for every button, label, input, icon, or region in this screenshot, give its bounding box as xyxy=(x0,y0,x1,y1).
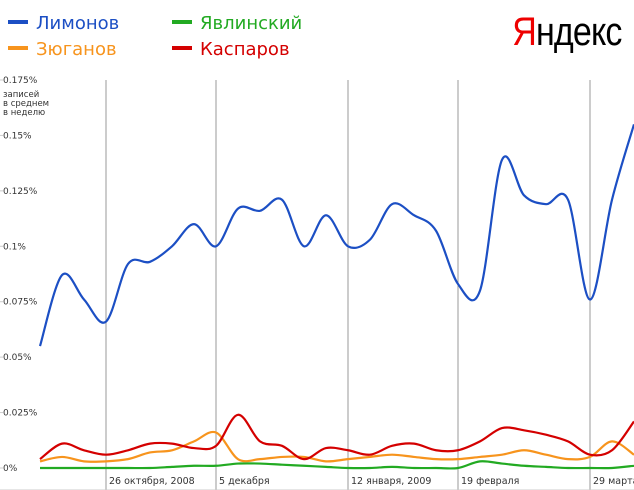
x-tick-label: 12 января, 2009 xyxy=(351,476,431,487)
y-tick-label: 0.05% xyxy=(3,353,32,363)
y-tick-label: 0.125% xyxy=(3,187,38,197)
y-tick-label: 0.175% xyxy=(3,76,38,86)
y-tick-label: 0.1% xyxy=(3,242,26,252)
x-tick-label: 5 декабря xyxy=(219,476,270,487)
series-line xyxy=(39,413,634,461)
y-axis-label: в среднем xyxy=(3,99,49,109)
x-tick-label: 29 марта xyxy=(593,476,634,487)
y-axis-label: в неделю xyxy=(3,108,45,118)
legend-label: Зюганов xyxy=(36,39,117,60)
y-tick-label: 0.025% xyxy=(3,409,38,419)
y-tick-label: 0.075% xyxy=(3,298,38,308)
y-axis-label: записей xyxy=(3,90,39,100)
series-line xyxy=(39,430,634,463)
legend-label: Лимонов xyxy=(36,13,119,34)
logo: Яндекс xyxy=(512,10,623,54)
x-tick-label: 19 февраля xyxy=(461,476,519,487)
series-line xyxy=(38,124,634,347)
y-tick-label: 0.15% xyxy=(3,131,32,141)
x-tick-label: 26 октября, 2008 xyxy=(109,476,195,487)
legend-label: Каспаров xyxy=(200,39,290,60)
series-line xyxy=(40,460,634,470)
y-tick-label: 0% xyxy=(3,464,18,474)
legend-label: Явлинский xyxy=(200,13,302,34)
